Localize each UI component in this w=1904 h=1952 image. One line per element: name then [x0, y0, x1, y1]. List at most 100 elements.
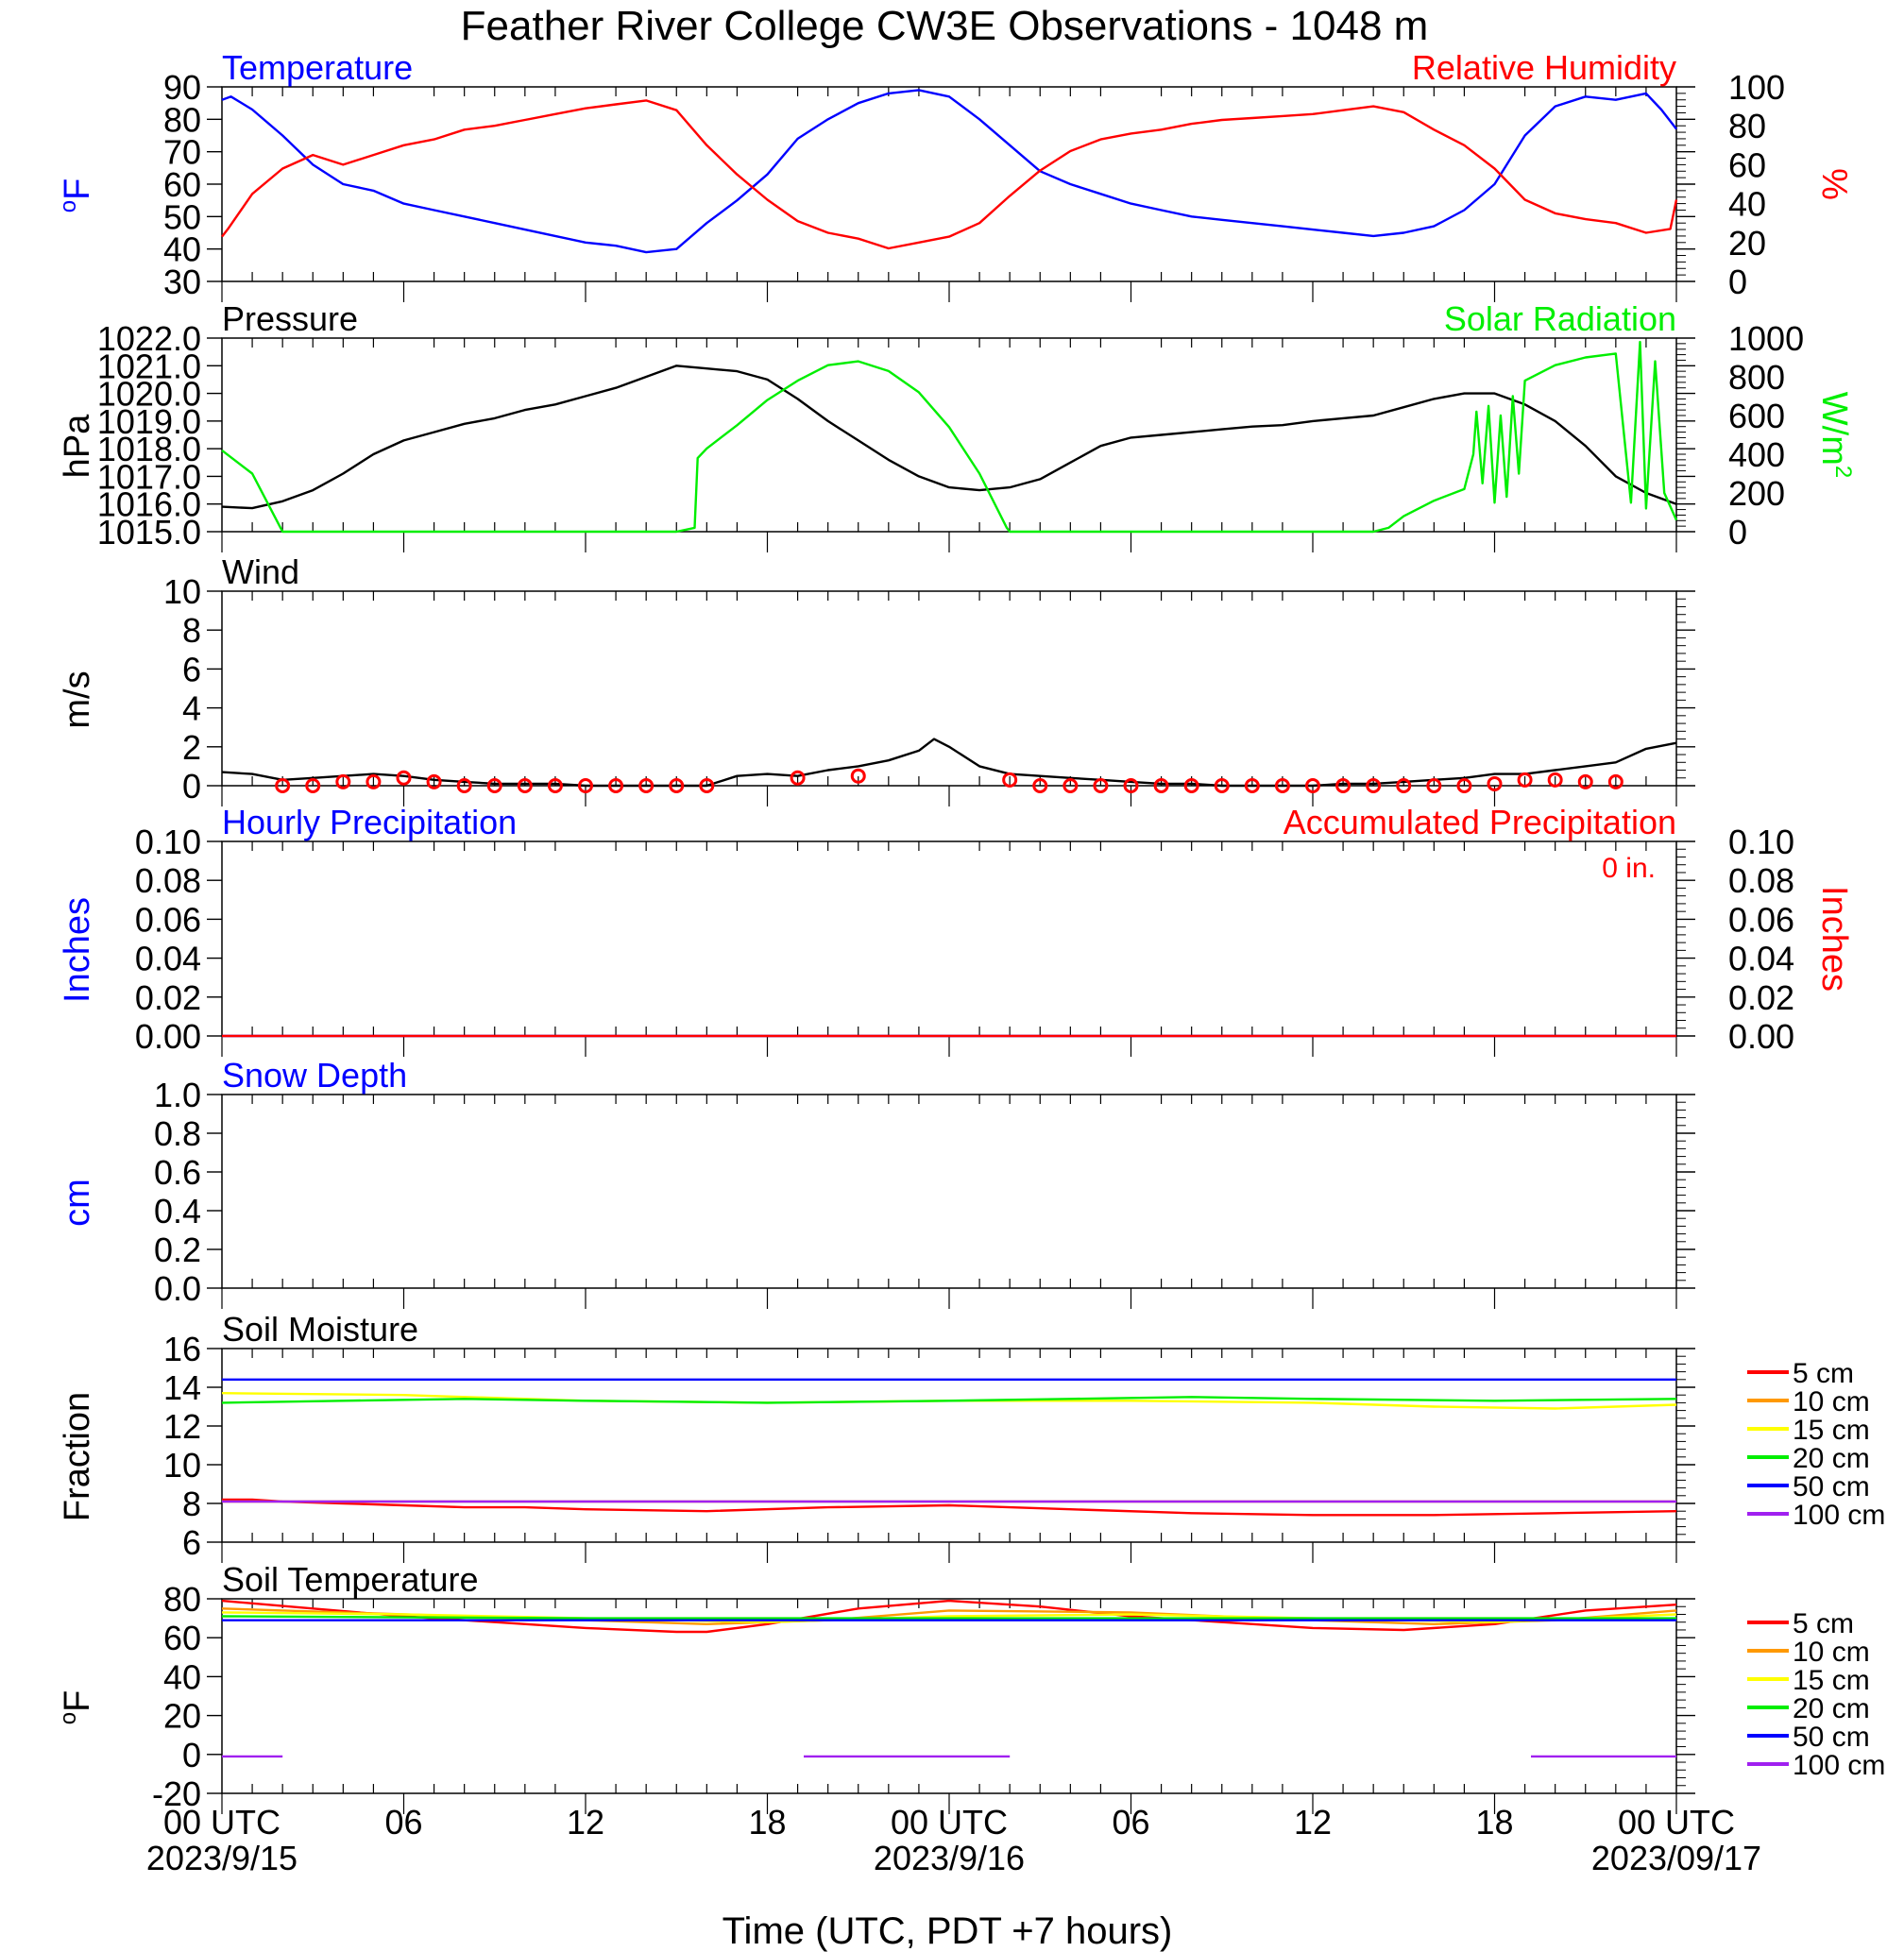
time-axis-label: Time (UTC, PDT +7 hours): [722, 1910, 1173, 1952]
panel-frame: [221, 840, 1677, 1037]
panel-title-right: Relative Humidity: [1412, 48, 1676, 87]
x-tick-label: 06: [1112, 1803, 1149, 1842]
wind-barb-marker: [335, 773, 351, 789]
y-tick-label: 80: [163, 1580, 201, 1619]
x-tick-date-label: 2023/9/15: [146, 1839, 298, 1877]
wind-barb-marker: [1244, 778, 1260, 793]
y-tick-label: 1022.0: [97, 319, 201, 358]
y-tick-label: 40: [163, 1657, 201, 1696]
panel-frame: [221, 1598, 1677, 1794]
y-tick-label: 0.00: [135, 1017, 201, 1056]
series-temperature: [221, 89, 1677, 254]
panel-title-left: Wind: [222, 552, 299, 591]
wind-barb-marker: [1607, 773, 1624, 789]
legend-label: 50 cm: [1793, 1722, 1870, 1753]
wind-barb-marker: [1305, 778, 1320, 793]
y-tick-label: 1020.0: [97, 375, 201, 414]
wind-barb-marker: [1123, 778, 1139, 793]
y-right-tick-label: 0.06: [1728, 900, 1794, 939]
figure-title: Feather River College CW3E Observations …: [461, 3, 1429, 49]
wind-barb-marker: [1153, 778, 1169, 793]
wind-barb-marker: [305, 778, 321, 793]
wind-barb-marker: [396, 770, 412, 786]
y-tick-label: 60: [163, 1619, 201, 1657]
y-right-tick-label: 0: [1728, 513, 1747, 552]
y-tick-label: 1.0: [154, 1076, 201, 1114]
y-tick-label: 70: [163, 133, 201, 172]
legend-label: 15 cm: [1793, 1665, 1870, 1696]
y-right-tick-label: 80: [1728, 107, 1766, 145]
legend-label: 100 cm: [1793, 1500, 1885, 1531]
wind-barb-marker: [547, 778, 563, 793]
y-right-tick-label: 400: [1728, 435, 1785, 474]
wind-barb-marker: [1366, 778, 1382, 793]
panel-title-left: Pressure: [222, 299, 358, 338]
panel-frame: [221, 337, 1677, 533]
y-right-tick-label: 1000: [1728, 319, 1804, 358]
wind-barb-marker: [790, 770, 806, 786]
legend-label: 10 cm: [1793, 1386, 1870, 1417]
panel-title-left: Temperature: [222, 48, 413, 87]
y-tick-label: 2: [182, 728, 201, 767]
wind-barb-marker: [456, 778, 472, 793]
panel-frame: [221, 1094, 1677, 1289]
y-right-tick-label: 100: [1728, 68, 1785, 107]
series-relative-humidity: [221, 99, 1678, 250]
y-right-tick-label: 0.04: [1728, 940, 1794, 978]
y-tick-label: 6: [182, 1523, 201, 1562]
panel-frame: [221, 1348, 1677, 1543]
y-tick-label: 20: [163, 1697, 201, 1736]
x-tick-label: 12: [567, 1803, 604, 1842]
wind-barb-marker: [1002, 772, 1018, 788]
legend-label: 10 cm: [1793, 1637, 1870, 1668]
y-tick-label: 10: [163, 1446, 201, 1485]
y-right-tick-label: 20: [1728, 224, 1766, 263]
wind-barb-marker: [850, 768, 866, 784]
y-tick-label: 90: [163, 68, 201, 107]
wind-barb-marker: [1032, 778, 1048, 793]
wind-barb-marker: [1214, 778, 1230, 793]
y-tick-label: 80: [163, 100, 201, 139]
y-axis-label-left: hPa: [58, 414, 97, 478]
legend-label: 5 cm: [1793, 1358, 1854, 1389]
wind-barb-marker: [1274, 778, 1290, 793]
x-tick-label: 06: [384, 1803, 422, 1842]
y-tick-label: 1017.0: [97, 457, 201, 496]
y-tick-label: 0.6: [154, 1153, 201, 1192]
y-axis-label-left: Fraction: [58, 1392, 97, 1521]
y-tick-label: 4: [182, 689, 201, 728]
y-right-tick-label: 0.10: [1728, 823, 1794, 861]
wind-barb-marker: [426, 773, 442, 789]
panel-hourly-precipitation: 0.100.080.060.040.020.000.100.080.060.04…: [58, 803, 1854, 1057]
accumulated-total-label: 0 in.: [1602, 853, 1656, 884]
y-tick-label: 0.2: [154, 1231, 201, 1269]
y-axis-label-left: Inches: [58, 897, 97, 1003]
panel-frame: [221, 86, 1677, 282]
panel-title-right: Accumulated Precipitation: [1284, 803, 1676, 841]
y-tick-label: 0.02: [135, 978, 201, 1017]
y-tick-label: 0.10: [135, 823, 201, 861]
y-tick-label: 14: [163, 1368, 201, 1407]
y-tick-label: 0: [182, 767, 201, 806]
x-tick-label: 00 UTC: [1618, 1803, 1735, 1842]
x-tick-date-label: 2023/09/17: [1591, 1839, 1761, 1877]
y-right-tick-label: 0.08: [1728, 861, 1794, 900]
y-axis-label-left: oF: [56, 178, 97, 213]
legend-label: 20 cm: [1793, 1443, 1870, 1474]
x-tick-label: 00 UTC: [163, 1803, 280, 1842]
y-tick-label: 0: [182, 1736, 201, 1774]
y-tick-label: 0.04: [135, 940, 201, 978]
wind-barb-marker: [1487, 775, 1503, 791]
y-right-tick-label: 200: [1728, 474, 1785, 513]
legend-label: 100 cm: [1793, 1750, 1885, 1781]
wind-barb-marker: [275, 778, 291, 793]
wind-barb-marker: [486, 778, 502, 793]
wind-barb-marker: [517, 778, 533, 793]
y-tick-label: 10: [163, 572, 201, 611]
y-tick-label: 0.08: [135, 861, 201, 900]
